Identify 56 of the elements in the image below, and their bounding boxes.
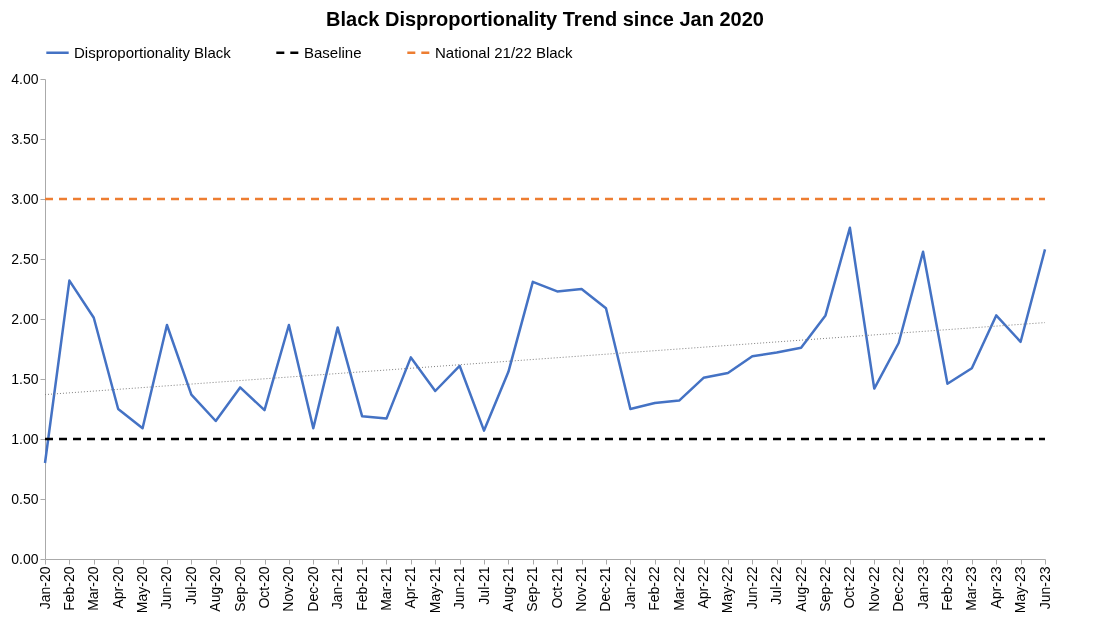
x-tick-label: Mar-20 <box>85 566 102 611</box>
chart-title: Black Disproportionality Trend since Jan 2020 <box>326 8 764 30</box>
x-tick-label: Sep-20 <box>231 566 248 612</box>
x-tick-label: Jan-23 <box>914 566 931 610</box>
x-tick-label: Oct-22 <box>841 566 858 609</box>
legend-label: Baseline <box>304 43 362 61</box>
y-tick-label: 4.00 <box>11 70 39 87</box>
legend-label: Disproportionality Black <box>74 43 232 61</box>
x-tick-label: Mar-23 <box>963 566 980 611</box>
x-tick-label: Jun-21 <box>451 566 468 610</box>
x-tick-label: Mar-21 <box>377 566 394 611</box>
y-tick-label: 2.50 <box>11 250 39 267</box>
y-tick-label: 0.50 <box>11 490 39 507</box>
x-tick-label: Jun-20 <box>158 566 175 610</box>
x-tick-label: Oct-20 <box>256 566 273 609</box>
x-tick-label: Nov-22 <box>865 566 882 612</box>
x-tick-label: Sep-21 <box>524 566 541 612</box>
y-tick-label: 1.00 <box>11 430 39 447</box>
x-tick-label: Dec-22 <box>890 566 907 612</box>
x-tick-label: Apr-21 <box>402 566 419 609</box>
x-tick-label: May-23 <box>1012 566 1029 614</box>
y-tick-label: 2.00 <box>11 310 39 327</box>
x-tick-label: Apr-23 <box>987 566 1004 609</box>
x-tick-label: May-21 <box>426 566 443 614</box>
x-tick-label: Aug-22 <box>792 566 809 612</box>
x-tick-label: Feb-21 <box>353 566 370 611</box>
x-tick-label: Nov-20 <box>280 566 297 612</box>
x-tick-label: Apr-20 <box>109 566 126 609</box>
x-tick-label: Aug-20 <box>207 566 224 612</box>
legend-label: National 21/22 Black <box>435 43 574 61</box>
x-tick-label: Jul-22 <box>768 566 785 605</box>
y-tick-label: 0.00 <box>11 550 39 567</box>
x-tick-label: Feb-22 <box>646 566 663 611</box>
y-tick-label: 3.50 <box>11 130 39 147</box>
x-tick-label: Jun-22 <box>743 566 760 610</box>
x-tick-label: Jul-21 <box>475 566 492 605</box>
x-tick-label: Mar-22 <box>670 566 687 611</box>
x-tick-label: May-20 <box>134 566 151 614</box>
x-tick-label: Dec-21 <box>597 566 614 612</box>
y-tick-label: 3.00 <box>11 190 39 207</box>
x-tick-label: Feb-23 <box>938 566 955 611</box>
x-tick-label: Jan-20 <box>36 566 53 610</box>
x-tick-label: Jan-21 <box>329 566 346 610</box>
x-tick-label: Dec-20 <box>304 566 321 612</box>
x-tick-label: Jul-20 <box>182 566 199 605</box>
x-tick-label: Feb-20 <box>60 566 77 611</box>
x-tick-label: Aug-21 <box>499 566 516 612</box>
x-tick-label: May-22 <box>719 566 736 614</box>
x-tick-label: Jan-22 <box>621 566 638 610</box>
y-tick-label: 1.50 <box>11 370 39 387</box>
line-series <box>43 226 1047 465</box>
x-tick-label: Sep-22 <box>816 566 833 612</box>
x-tick-label: Nov-21 <box>573 566 590 612</box>
x-tick-label: Apr-22 <box>695 566 712 609</box>
x-tick-label: Jun-23 <box>1036 566 1053 610</box>
x-tick-label: Oct-21 <box>548 566 565 609</box>
